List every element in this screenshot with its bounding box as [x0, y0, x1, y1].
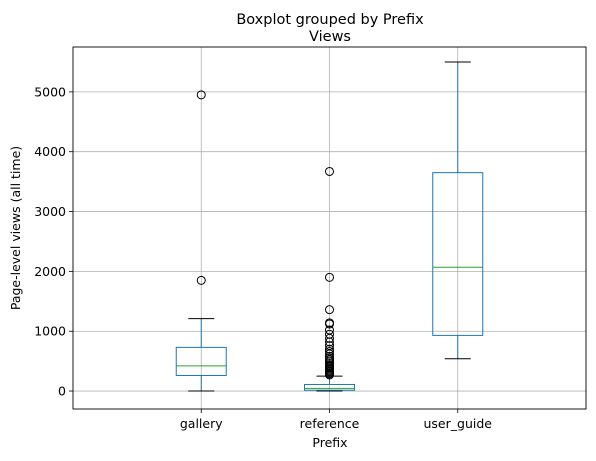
grid-lines	[73, 47, 586, 409]
y-tick-label: 2000	[34, 264, 66, 279]
chart-title: Views	[309, 29, 351, 45]
x-axis-label: Prefix	[312, 435, 347, 450]
y-tick-label: 5000	[34, 84, 66, 99]
x-tick-label-reference: reference	[300, 416, 360, 431]
y-ticks: 0 1000 2000 3000 4000 5000	[34, 84, 73, 398]
y-axis-label: Page-level views (all time)	[8, 146, 23, 310]
y-tick-label: 1000	[34, 324, 66, 339]
x-ticks: gallery reference user_guide	[180, 409, 492, 431]
y-tick-label: 4000	[34, 144, 66, 159]
x-tick-label-gallery: gallery	[180, 416, 223, 431]
y-tick-label: 3000	[34, 204, 66, 219]
x-tick-label-user_guide: user_guide	[424, 416, 493, 431]
y-tick-label: 0	[58, 384, 66, 399]
chart-suptitle: Boxplot grouped by Prefix	[236, 12, 424, 28]
